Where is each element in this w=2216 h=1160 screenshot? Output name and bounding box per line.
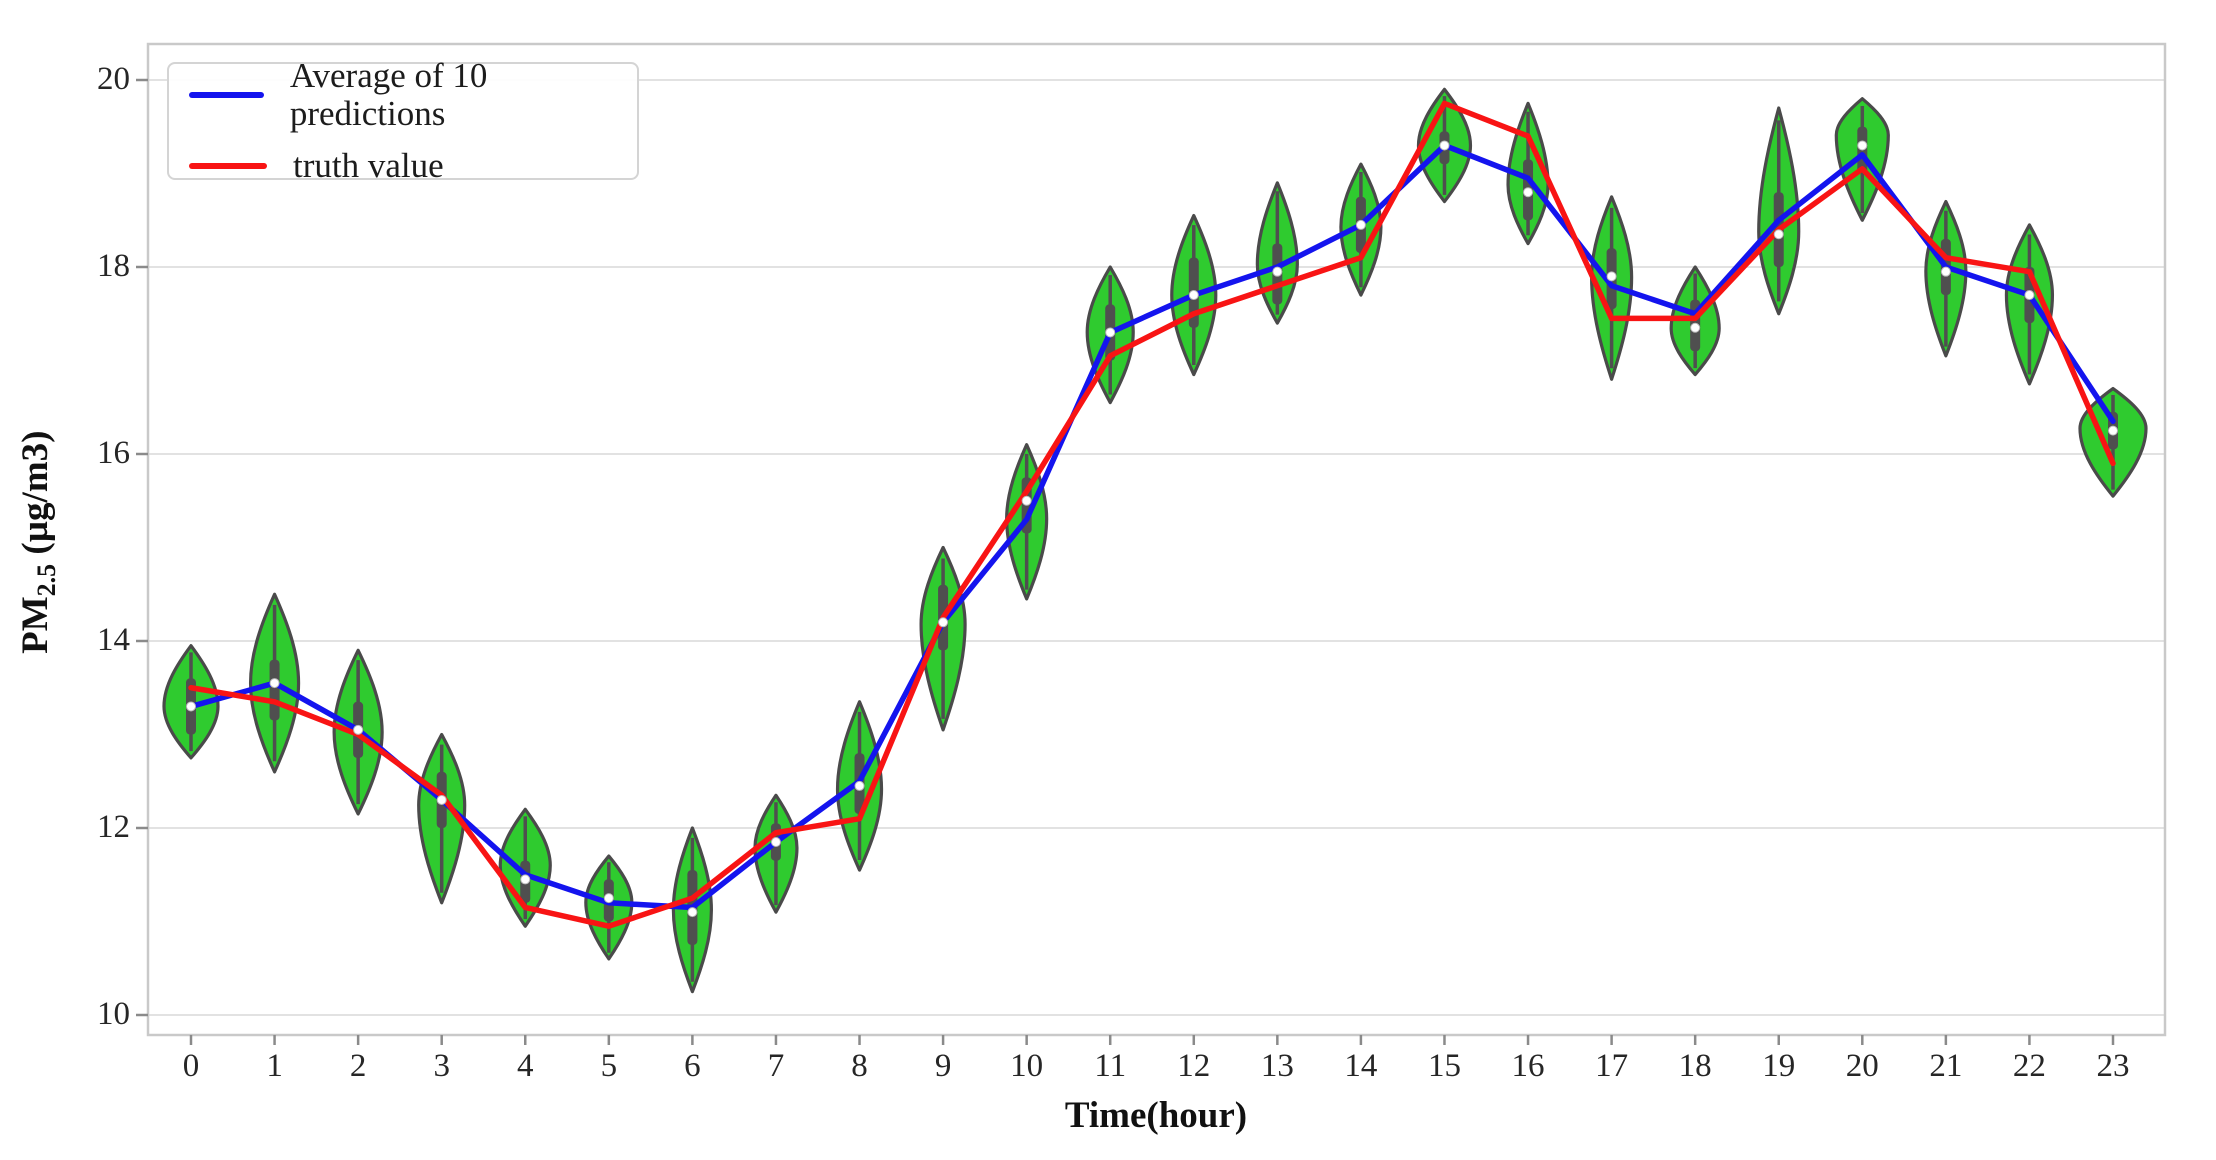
median-dot-hour-11 <box>1105 327 1116 338</box>
median-dot-hour-20 <box>1857 140 1868 151</box>
median-dot-hour-13 <box>1272 266 1283 277</box>
x-tick-label-21: 21 <box>1929 1048 1963 1084</box>
median-dot-hour-0 <box>186 701 196 712</box>
x-tick-label-17: 17 <box>1595 1048 1629 1084</box>
x-tick-label-16: 16 <box>1511 1048 1545 1084</box>
median-dot-hour-7 <box>770 837 781 848</box>
x-tick-label-5: 5 <box>600 1048 618 1084</box>
median-dot-hour-10 <box>1021 495 1032 506</box>
y-tick-label-18: 18 <box>97 248 130 284</box>
x-tick-label-11: 11 <box>1094 1048 1127 1084</box>
x-tick-label-12: 12 <box>1177 1048 1211 1084</box>
x-tick-label-23: 23 <box>2096 1048 2130 1084</box>
median-dot-hour-1 <box>269 678 280 689</box>
x-tick-label-9: 9 <box>934 1048 952 1084</box>
median-dot-hour-19 <box>1773 229 1784 240</box>
y-axis-title-unit: (µg/m3) <box>14 430 56 564</box>
y-tick-label-16: 16 <box>97 435 130 471</box>
legend-box: Average of 10 predictions truth value <box>167 57 639 185</box>
x-axis-title: Time(hour) <box>1064 1095 1248 1136</box>
plot-border <box>146 42 2167 1037</box>
median-dot-hour-23 <box>2107 425 2118 436</box>
median-dot-hour-9 <box>938 617 949 628</box>
x-tick-label-15: 15 <box>1427 1048 1461 1084</box>
x-tick-label-13: 13 <box>1260 1048 1294 1084</box>
x-tick-label-8: 8 <box>851 1048 868 1084</box>
median-dot-hour-18 <box>1690 322 1701 333</box>
x-tick-label-4: 4 <box>517 1048 534 1084</box>
line-average-predictions <box>188 142 2116 911</box>
median-dot-hour-17 <box>1606 271 1617 282</box>
y-tick-label-20: 20 <box>97 61 130 97</box>
x-tick-label-3: 3 <box>433 1048 450 1084</box>
median-dot-hour-15 <box>1439 140 1450 151</box>
median-dot-hour-2 <box>353 724 364 735</box>
line-truth-value <box>188 100 2116 929</box>
legend-line-red <box>189 163 267 169</box>
median-dot-hour-8 <box>854 780 865 791</box>
x-tick-label-20: 20 <box>1845 1048 1879 1084</box>
y-tick-label-10: 10 <box>97 996 130 1032</box>
x-tick-label-6: 6 <box>684 1048 701 1084</box>
x-tick-label-19: 19 <box>1762 1048 1796 1084</box>
median-dot-hour-3 <box>436 794 447 805</box>
x-tick-label-14: 14 <box>1344 1048 1378 1084</box>
y-axis-title-main: PM <box>14 596 56 654</box>
y-tick-label-14: 14 <box>97 622 130 658</box>
y-axis-title: PM2.5 (µg/m3) <box>14 332 62 752</box>
median-dot-hour-22 <box>2024 290 2035 301</box>
median-dot-hour-12 <box>1188 290 1199 301</box>
median-dot-hour-14 <box>1355 219 1366 230</box>
box-hour-1 <box>269 659 280 721</box>
x-tick-label-2: 2 <box>349 1048 367 1084</box>
legend-row-average: Average of 10 predictions <box>189 57 637 133</box>
x-tick-label-22: 22 <box>2012 1048 2046 1084</box>
legend-label-average: Average of 10 predictions <box>289 56 488 133</box>
x-tick-label-7: 7 <box>767 1048 785 1084</box>
legend-label-truth: truth value <box>293 146 444 185</box>
median-dot-hour-6 <box>687 907 698 918</box>
median-dot-hour-5 <box>603 893 614 904</box>
legend-row-truth: truth value <box>189 147 637 185</box>
median-dot-hour-16 <box>1523 187 1534 198</box>
x-tick-label-1: 1 <box>266 1048 283 1084</box>
y-tick-label-12: 12 <box>97 809 130 845</box>
legend-line-blue <box>189 92 264 98</box>
median-dot-hour-21 <box>1940 266 1951 277</box>
median-dot-hour-4 <box>520 874 531 885</box>
x-tick-label-0: 0 <box>182 1048 200 1084</box>
x-tick-label-18: 18 <box>1678 1048 1712 1084</box>
y-axis-title-sub: 2.5 <box>32 563 62 597</box>
x-tick-label-10: 10 <box>1010 1048 1044 1084</box>
